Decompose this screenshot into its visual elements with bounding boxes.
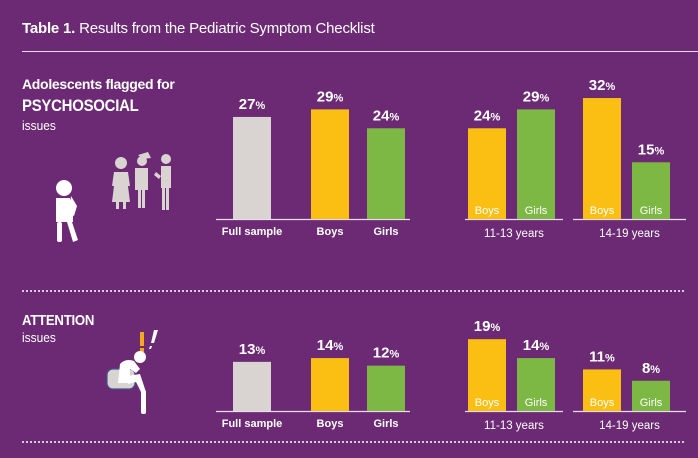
bar-boys (468, 128, 506, 219)
data-label: 8% (642, 360, 660, 377)
bar-girls (517, 109, 555, 219)
bar-boys (311, 109, 349, 219)
age-group-label: 14-19 years (599, 420, 660, 432)
category-label: Girls (640, 205, 663, 217)
category-label: Boys (475, 397, 500, 409)
bar-boys (583, 369, 621, 411)
category-label: Boys (590, 397, 615, 409)
data-label: 19% (474, 318, 501, 335)
bar-girls (367, 128, 405, 219)
attention-sub: issues (22, 330, 56, 345)
psychosocial-sub: issues (22, 118, 56, 133)
attention-heading: ATTENTION (22, 312, 95, 329)
data-label: 12% (373, 345, 400, 362)
category-label: Boys (590, 205, 615, 217)
bottom-divider (22, 441, 684, 443)
data-label: 14% (523, 337, 550, 354)
psychosocial-intro: Adolescents flagged for (22, 76, 175, 92)
bar-girls (517, 358, 555, 411)
bar-full-sample (233, 361, 271, 411)
title-divider (22, 51, 698, 52)
student-with-backpack-icon (56, 180, 78, 242)
data-label: 24% (474, 107, 501, 124)
bar-boys (311, 358, 349, 411)
age-group-label: 11-13 years (484, 228, 544, 240)
bar-girls (632, 162, 670, 219)
table-title: Table 1. Results from the Pediatric Symp… (22, 20, 375, 37)
data-label: 32% (589, 77, 616, 94)
category-label: Boys (475, 205, 500, 217)
data-label: 24% (373, 107, 400, 124)
psychosocial-heading: PSYCHOSOCIAL (22, 96, 139, 115)
category-label: Girls (640, 397, 663, 409)
data-label: 29% (317, 88, 344, 105)
worried-sitting-person-icon (106, 330, 158, 414)
bar-girls (367, 365, 405, 411)
data-label: 27% (239, 96, 266, 113)
section-divider (22, 290, 684, 292)
bar-girls (632, 380, 670, 411)
data-label: 13% (239, 341, 266, 358)
age-group-label: 14-19 years (599, 228, 660, 240)
bar-boys (468, 339, 506, 411)
table-number: Table 1. (22, 20, 76, 37)
age-group-label: 11-13 years (484, 420, 544, 432)
category-label: Girls (525, 397, 548, 409)
data-label: 11% (589, 348, 615, 365)
data-label: 14% (317, 337, 344, 354)
table-title-text: Results from the Pediatric Symptom Check… (75, 20, 375, 37)
category-label: Boys (317, 418, 344, 430)
data-label: 15% (638, 141, 665, 158)
group-of-adolescents-icon (56, 152, 171, 242)
bar-boys (583, 98, 621, 219)
bar-full-sample (233, 116, 271, 219)
exclamation-icon (151, 330, 158, 343)
category-label: Boys (317, 226, 344, 238)
category-label: Girls (373, 226, 398, 238)
data-label: 29% (523, 88, 550, 105)
category-label: Girls (373, 418, 398, 430)
category-label: Girls (525, 205, 548, 217)
exclamation-icon (140, 332, 144, 346)
category-label: Full sample (222, 226, 283, 238)
three-adolescents-icon (112, 152, 171, 210)
category-label: Full sample (222, 418, 283, 430)
